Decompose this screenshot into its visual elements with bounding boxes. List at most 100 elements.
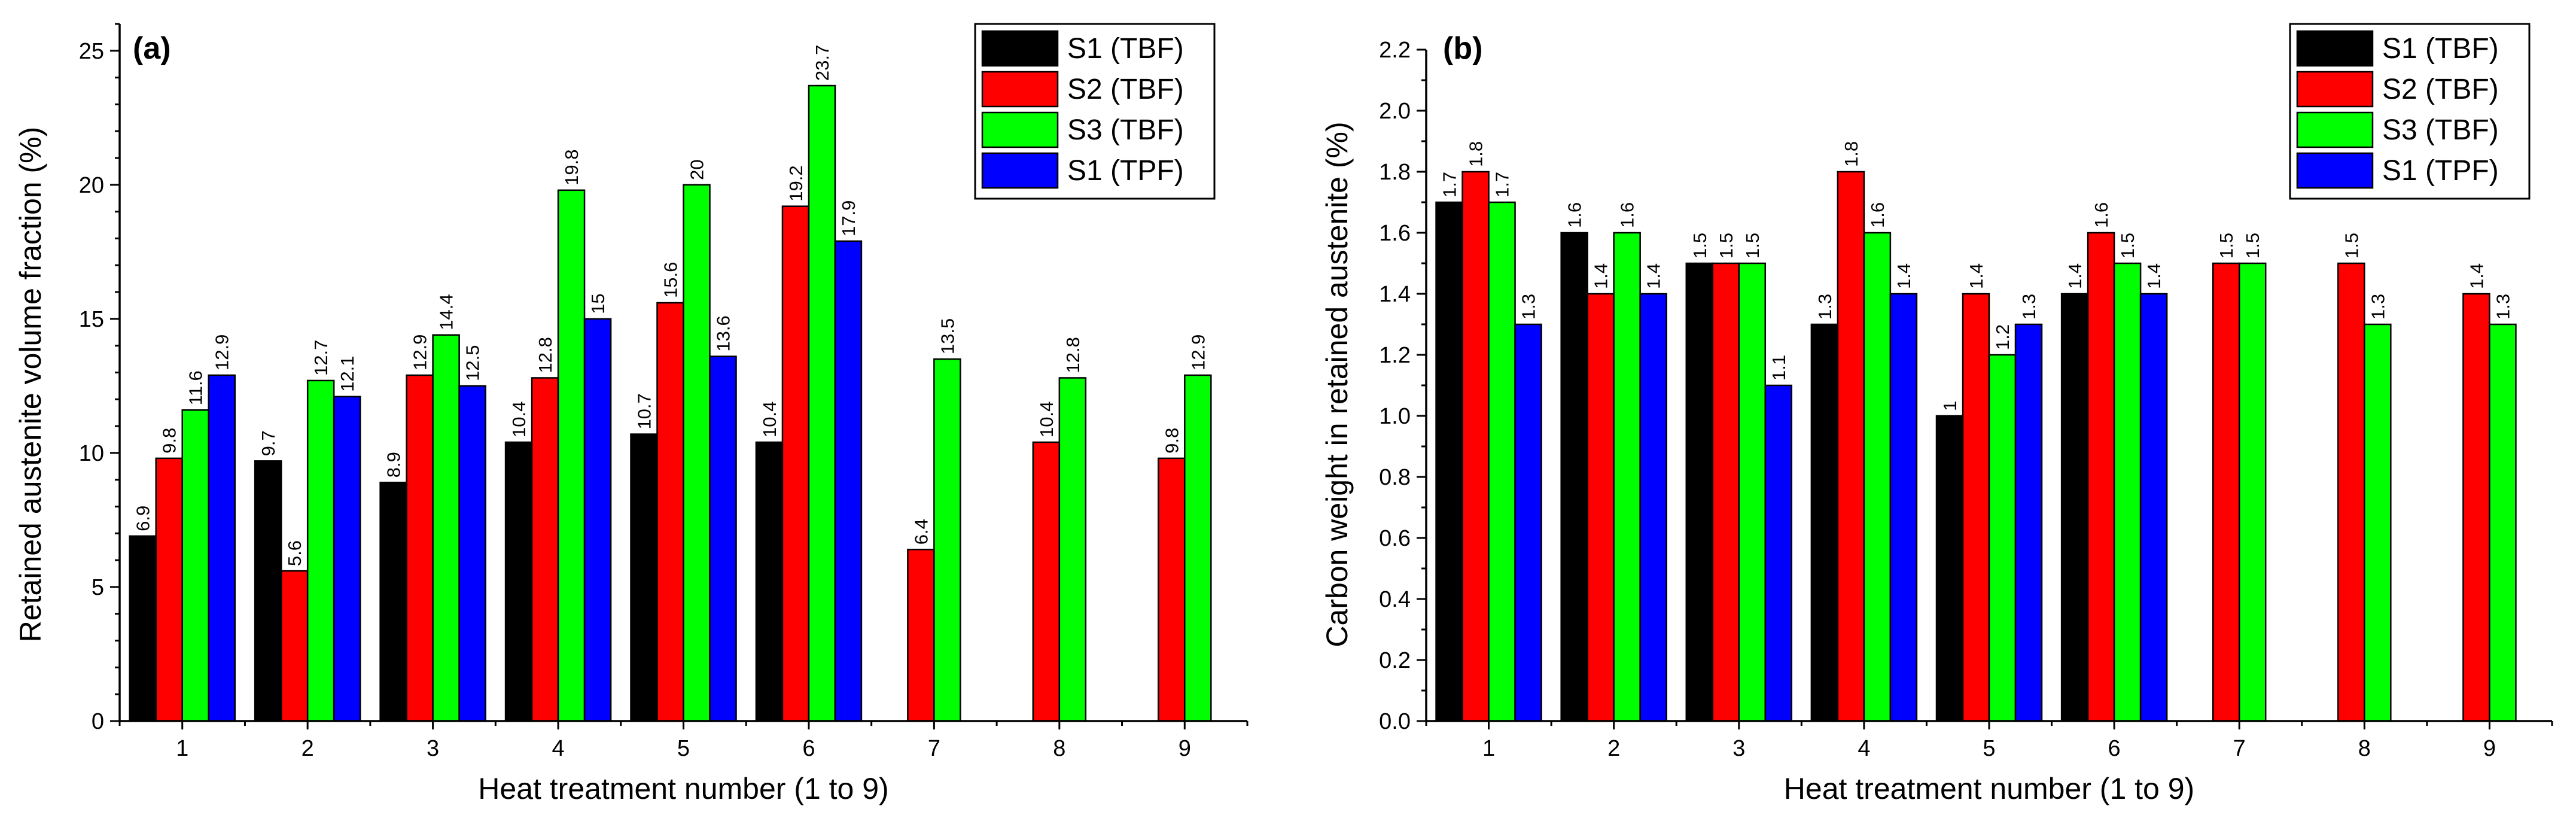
y-tick-label: 2.0: [1379, 99, 1411, 124]
data-label: 1.3: [2367, 294, 2388, 320]
y-tick-label: 0.6: [1379, 526, 1411, 551]
x-tick-label: 4: [1858, 736, 1870, 761]
y-tick-label: 1.2: [1379, 343, 1411, 368]
bar: [1837, 171, 1865, 722]
data-label: 6.4: [911, 519, 931, 545]
legend-swatch: [981, 71, 1059, 108]
x-tick-label: 1: [1482, 736, 1495, 761]
x-tick-label: 2: [1607, 736, 1620, 761]
y-tick-label: 20: [79, 173, 104, 198]
data-label: 6.9: [133, 506, 154, 531]
bar: [2238, 262, 2267, 722]
bar: [781, 205, 810, 722]
bar: [683, 184, 711, 722]
chart-panel-b: 1.71.61.51.311.41.81.41.51.81.41.61.5 1.5…: [1320, 23, 2553, 805]
bar: [1488, 201, 1516, 722]
legend-label: S1 (TBF): [2382, 33, 2499, 65]
bar: [933, 358, 961, 722]
y-tick-label: 0.0: [1379, 709, 1411, 734]
y-tick-label: 15: [79, 307, 104, 332]
y-tick-label: 25: [79, 39, 104, 64]
data-label: 12.9: [212, 335, 233, 370]
x-tick-label: 5: [1983, 736, 1995, 761]
bar: [155, 457, 183, 722]
legend-swatch: [981, 30, 1059, 67]
x-tick-label: 7: [2233, 736, 2246, 761]
legend-label: S1 (TBF): [1067, 33, 1184, 65]
bar: [1058, 377, 1087, 722]
y-tick-label: 1.8: [1379, 160, 1411, 185]
data-label: 1.2: [1992, 324, 2013, 350]
legend-label: S2 (TBF): [1067, 74, 1184, 105]
bar: [1032, 441, 1061, 722]
legend-swatch: [2296, 152, 2374, 189]
bar: [1810, 323, 1839, 722]
bar: [333, 396, 361, 722]
x-tick-label: 9: [1179, 736, 1191, 761]
data-label: 12.9: [410, 335, 431, 370]
legend-swatch: [2296, 71, 2374, 108]
bar: [2087, 232, 2115, 722]
bar: [2489, 323, 2517, 722]
data-label: 1.7: [1492, 172, 1513, 197]
data-label: 15: [587, 293, 608, 314]
y-tick-label: 5: [92, 575, 104, 600]
data-label: 1.5: [2341, 233, 2362, 259]
data-label: 19.8: [561, 149, 582, 185]
data-label: 11.6: [185, 370, 206, 405]
data-label: 19.2: [785, 165, 806, 201]
bar: [504, 441, 533, 722]
bar: [129, 535, 157, 722]
data-label: 12.7: [310, 340, 331, 376]
data-label: 1.6: [1564, 202, 1585, 228]
bar: [907, 548, 935, 722]
chart-panel-a: 6.9 9.7 8.9 10.4 10.7 10.4 9.8 5.6 12.9 12.8 15.6 1…: [14, 23, 1249, 805]
data-label: 13.5: [937, 318, 958, 354]
bar: [583, 318, 612, 722]
y-tick-label: 2.2: [1379, 38, 1411, 63]
data-label: 12.8: [1062, 337, 1083, 373]
data-label: 1.7: [1439, 172, 1460, 197]
data-label: 9.7: [258, 430, 279, 456]
y-tick-label: 10: [79, 441, 104, 466]
legend-swatch: [2296, 111, 2374, 148]
y-axis-title: Retained austenite volume fraction (%): [14, 127, 47, 643]
bar: [379, 481, 407, 722]
y-tick-label: 0.2: [1379, 648, 1411, 673]
bar: [458, 385, 486, 722]
data-label: 9.8: [1161, 428, 1182, 454]
legend-swatch: [981, 111, 1059, 148]
x-tick-label: 1: [176, 736, 188, 761]
legend-label: S1 (TPF): [2382, 155, 2499, 187]
bar: [755, 441, 784, 722]
bar: [1560, 232, 1588, 722]
panel-label: (b): [1443, 31, 1482, 66]
bar: [1184, 374, 1212, 722]
data-label: 1.4: [2143, 263, 2164, 289]
data-label: 8.9: [383, 452, 404, 478]
data-label: 1.8: [1466, 141, 1487, 167]
bar: [2139, 293, 2168, 722]
data-label: 14.4: [436, 294, 457, 330]
data-label: 1.3: [2492, 294, 2513, 320]
bar: [1435, 201, 1463, 722]
data-label: 1.6: [1617, 202, 1638, 228]
data-label: 1.1: [1768, 355, 1789, 381]
x-tick-label: 7: [928, 736, 940, 761]
legend-label: S2 (TBF): [2382, 74, 2499, 105]
data-label: 10.4: [508, 402, 529, 437]
bar: [254, 460, 282, 722]
bar: [808, 84, 836, 722]
data-label: 1.3: [2018, 294, 2039, 320]
data-label: 5.6: [284, 540, 305, 566]
legend-swatch: [981, 152, 1059, 189]
bar: [2060, 293, 2089, 722]
bar: [1514, 323, 1542, 722]
bar: [1712, 262, 1740, 722]
bar: [432, 334, 460, 722]
panel-label: (a): [133, 31, 171, 66]
bar: [280, 570, 309, 722]
bar: [181, 409, 209, 722]
bar: [2113, 262, 2142, 722]
bar: [531, 377, 559, 722]
